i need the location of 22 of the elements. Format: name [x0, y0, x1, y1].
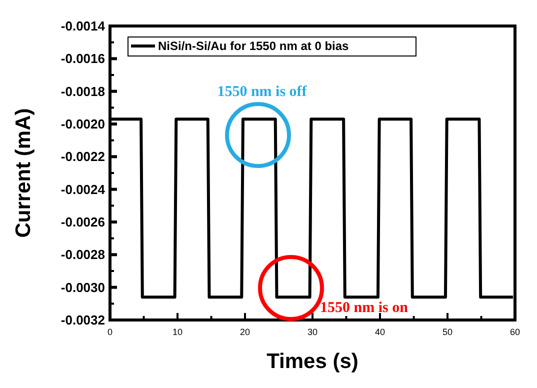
x-tick-label: 0 — [107, 327, 113, 337]
annotation: 1550 nm is off — [217, 84, 308, 100]
y-axis-title: Current (mA) — [12, 108, 35, 238]
x-tick-label: 10 — [172, 327, 183, 337]
x-tick-label: 40 — [374, 327, 386, 337]
x-axis-title: Times (s) — [266, 350, 358, 373]
y-tick-label: -0.0028 — [60, 247, 105, 262]
y-tick-label: -0.0026 — [60, 214, 105, 230]
annotation: 1550 nm is on — [320, 300, 409, 316]
y-tick-label: -0.0024 — [60, 182, 106, 197]
y-tick-label: -0.0020 — [60, 116, 105, 132]
x-tick-label: 60 — [510, 327, 520, 337]
y-tick-label: -0.0018 — [60, 84, 105, 99]
legend-label: NiSi/n-Si/Au for 1550 nm at 0 bias — [158, 39, 350, 54]
x-tick-label: 30 — [307, 327, 318, 337]
y-tick-label: -0.0014 — [60, 18, 106, 34]
y-tick-label: -0.0030 — [60, 280, 105, 295]
y-tick-label: -0.0016 — [60, 51, 105, 66]
x-tick-label: 20 — [240, 327, 250, 337]
x-tick-label: 50 — [442, 327, 453, 337]
y-tick-label: -0.0022 — [60, 149, 105, 164]
y-tick-label: -0.0032 — [60, 312, 105, 328]
